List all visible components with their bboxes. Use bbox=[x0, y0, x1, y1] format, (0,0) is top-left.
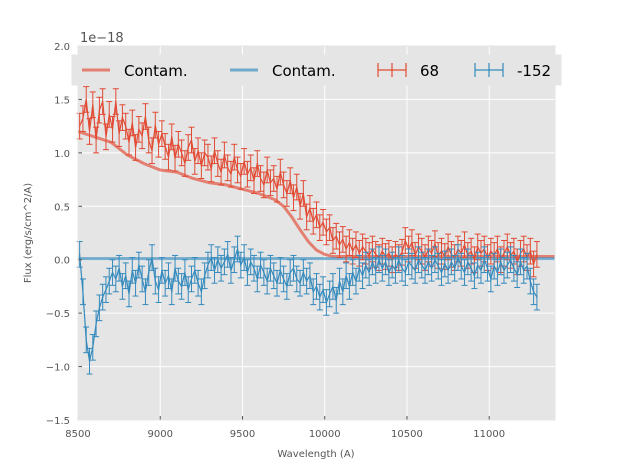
y-offset-label: 1e−18 bbox=[80, 31, 124, 46]
x-tick-label: 9500 bbox=[230, 429, 255, 440]
y-tick-label: 1.5 bbox=[54, 95, 70, 106]
y-tick-label: 0.5 bbox=[54, 202, 70, 213]
series-0 bbox=[77, 130, 555, 258]
legend: Contam. Contam. 68 -152 bbox=[71, 54, 562, 86]
x-tick-label: 11000 bbox=[473, 429, 505, 440]
legend-entry: Contam. bbox=[230, 62, 336, 80]
legend-entry: Contam. bbox=[82, 62, 188, 80]
x-tick-label: 10500 bbox=[391, 429, 423, 440]
contam-line bbox=[77, 130, 555, 258]
legend-label: Contam. bbox=[272, 62, 336, 80]
y-axis-label: Flux (erg/s/cm^2/A) bbox=[23, 183, 34, 283]
axes-frame bbox=[77, 45, 556, 421]
y-tick-label: 0.0 bbox=[54, 256, 70, 267]
x-tick-label: 8500 bbox=[65, 429, 90, 440]
series-line bbox=[79, 248, 538, 362]
legend-label: 68 bbox=[420, 62, 439, 80]
y-tick-label: 2.0 bbox=[54, 42, 70, 53]
x-axis-label: Wavelength (A) bbox=[277, 449, 354, 460]
plot-area bbox=[78, 46, 555, 420]
series-3 bbox=[76, 235, 540, 375]
axes: 8500 9000 9500 10000 10500 11000 −1.5 −1.0 −0.5 0… bbox=[46, 42, 556, 440]
legend-entry: 68 bbox=[377, 62, 439, 80]
legend-entry: -152 bbox=[474, 62, 551, 80]
y-tick-label: 1.0 bbox=[54, 149, 70, 160]
x-tick-label: 10000 bbox=[309, 429, 341, 440]
x-tick-label: 9000 bbox=[148, 429, 173, 440]
y-tick-label: −1.0 bbox=[46, 363, 70, 374]
y-tick-label: −0.5 bbox=[46, 309, 70, 320]
legend-label: Contam. bbox=[124, 62, 188, 80]
legend-label: -152 bbox=[517, 62, 551, 80]
y-tick-label: −1.5 bbox=[46, 416, 70, 427]
series-layer bbox=[76, 86, 555, 375]
series-line bbox=[79, 99, 538, 267]
